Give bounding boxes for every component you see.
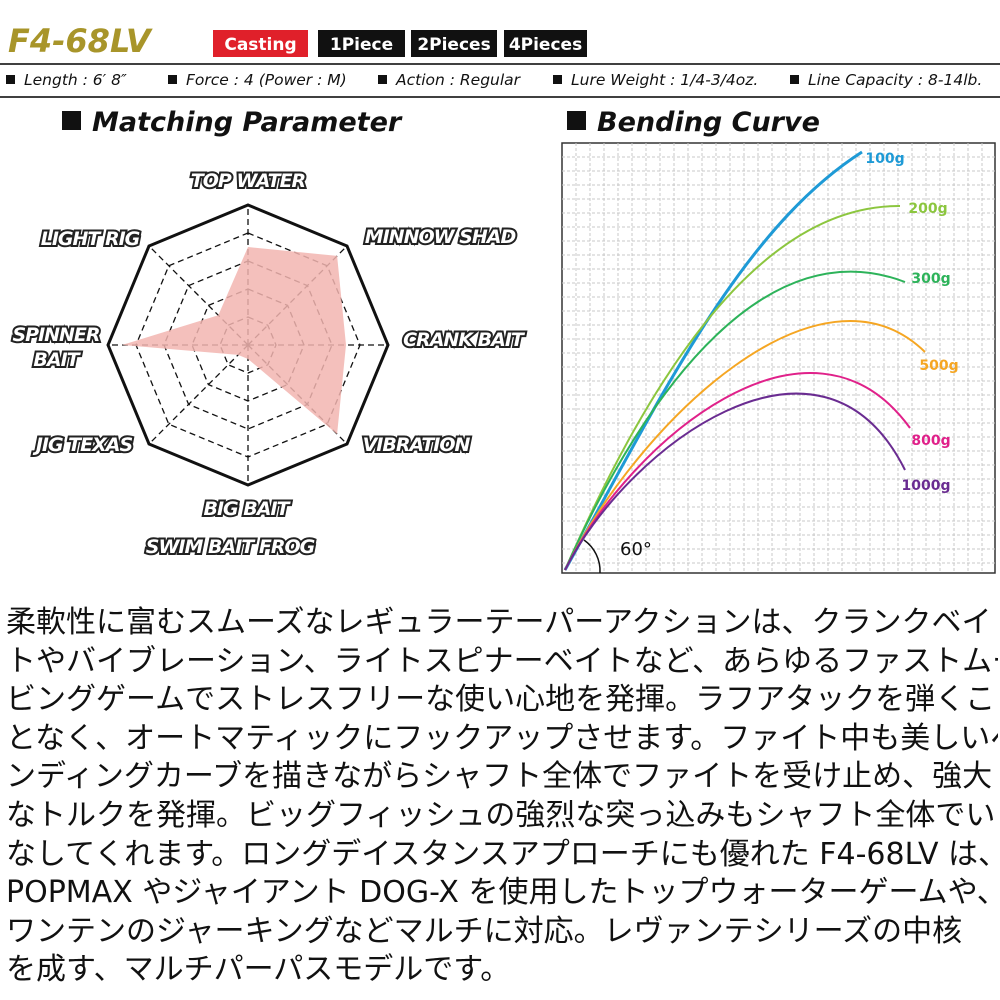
tag: 4Pieces — [509, 35, 582, 55]
bend-curve — [564, 320, 926, 571]
radar-area — [122, 247, 346, 435]
spec: Lure Weight : 1/4-3/4oz. — [571, 71, 758, 89]
spec: Line Capacity : 8-14lb. — [808, 71, 982, 89]
tag: 2Pieces — [417, 35, 490, 55]
tag-box — [213, 30, 308, 57]
text-line: ビングゲームでストレスフリーな使い心地を発揮。ラフアタックを弾くこ — [6, 682, 996, 718]
radar-outline — [106, 203, 390, 487]
section-title: Bending Curve — [597, 107, 820, 138]
text-line: なトルクを発揮。ビッグフィッシュの強烈な突っ込みもシャフト全体でい — [6, 797, 996, 833]
spec: Force : 4 (Power : M) — [186, 71, 347, 89]
text-line: 柔軟性に富むスムーズなレギュラーテーパーアクションは、クランクベイ — [6, 605, 992, 640]
bullet — [6, 75, 15, 84]
text-line: ンディングカーブを描きながらシャフト全体でファイトを受け止め、強大 — [6, 759, 993, 795]
bend-curve — [564, 204, 901, 571]
radar-label: BIG BAIT — [204, 498, 292, 520]
description: 柔軟性に富むスムーズなレギュラーテーパーアクションは、クランクベイ トやバイブレー… — [6, 604, 998, 990]
curve-label: 100g — [865, 151, 904, 167]
section-title: Matching Parameter — [92, 107, 403, 138]
radar-label: JIG TEXAS — [32, 434, 133, 456]
text-line: トやバイブレーション、ライトスピナーベイトなど、あらゆるファストムー — [6, 643, 998, 679]
tag: 1Piece — [330, 35, 393, 55]
text-line: ワンテンのジャーキングなどマルチに対応。レヴァンテシリーズの中核 — [6, 913, 963, 949]
radar-label: SPINNER — [12, 324, 99, 346]
title-square — [62, 111, 81, 130]
text-line: を成す、マルチパーパスモデルです。 — [6, 952, 511, 988]
radar-label: BAIT — [33, 349, 81, 371]
tag-box — [411, 30, 497, 57]
tag-box — [504, 30, 587, 57]
curve-label: 1000g — [902, 478, 951, 494]
curve-frame — [561, 142, 996, 574]
radar-label: MINNOW SHAD — [365, 226, 516, 248]
model-title: F4-68LV — [8, 22, 153, 60]
radar-spoke — [148, 344, 249, 445]
bullet — [378, 75, 387, 84]
radar-label: VIBRATION — [363, 434, 471, 456]
bend-curve — [564, 270, 906, 571]
tag: Casting — [224, 35, 296, 55]
curve-label: 800g — [911, 433, 950, 449]
curve-label: 300g — [911, 271, 950, 287]
angle-arc — [583, 539, 601, 574]
radar-label: TOP WATER — [191, 170, 306, 192]
spec-graphic: F4-68LV Casting 1Piece 2Pieces 4Pieces Lengt… — [0, 22, 1000, 574]
curve-label: 200g — [908, 201, 947, 217]
text-line: となく、オートマティックにフックアップさせます。ファイト中も美しいペ — [6, 720, 998, 756]
bullet — [168, 75, 177, 84]
bend-curve — [564, 372, 911, 571]
radar-label: LIGHT RIG — [41, 228, 140, 250]
text-line: なしてくれます。ロングデイスタンスアプローチにも優れた F4-68LV は、 — [6, 836, 998, 872]
bend-curve — [564, 392, 906, 571]
radar-label: SWIM BAIT FROG — [146, 536, 315, 558]
text-line: POPMAX やジャイアント DOG-X を使用したトップウォーターゲームや、 — [6, 875, 998, 911]
title-square — [567, 111, 586, 130]
angle-label: 60° — [620, 539, 652, 560]
curve-label: 500g — [919, 358, 958, 374]
spec: Action : Regular — [395, 71, 522, 89]
tag-box — [318, 30, 405, 57]
radar-label: CRANK BAIT — [403, 329, 526, 351]
bullet — [553, 75, 562, 84]
spec: Length : 6′ 8″ — [24, 71, 127, 89]
bullet — [790, 75, 799, 84]
